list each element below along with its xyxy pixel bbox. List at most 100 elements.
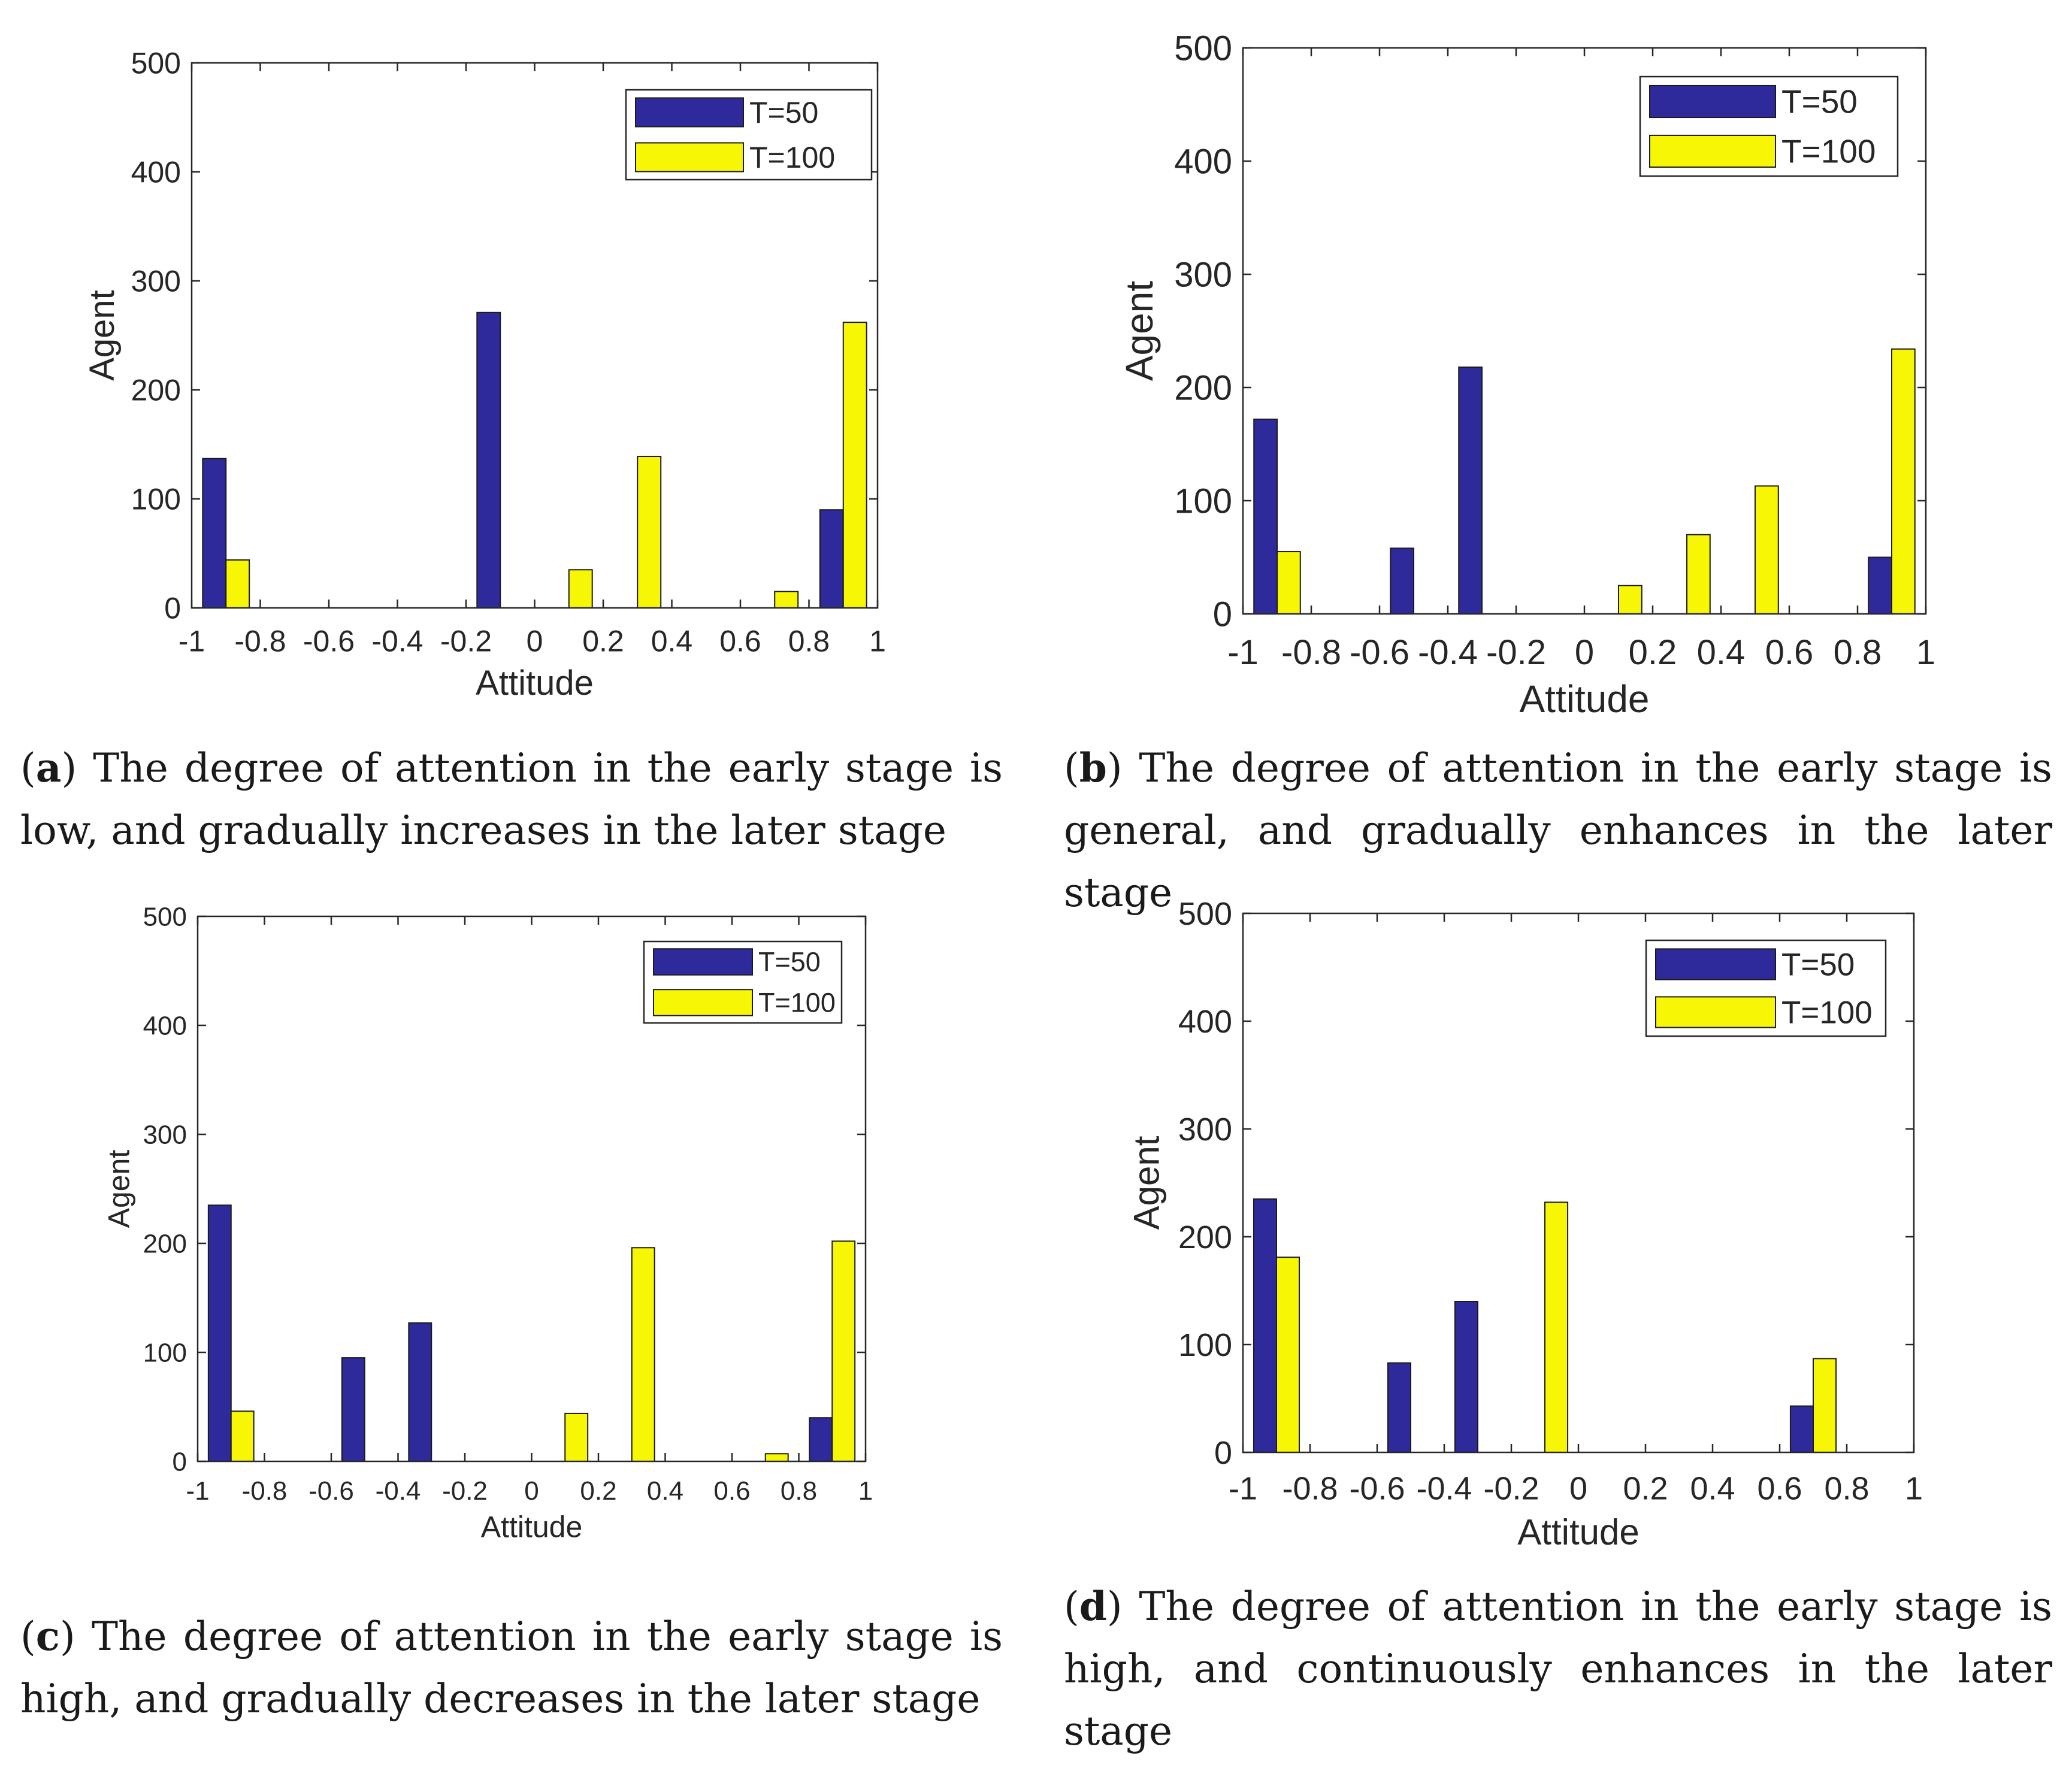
legend-swatch-t100 <box>635 142 744 172</box>
y-tick-label: 500 <box>143 902 187 931</box>
legend-swatch-t100 <box>653 989 753 1016</box>
x-tick-label: -0.4 <box>376 1476 421 1506</box>
x-tick-label: -0.2 <box>1486 633 1546 672</box>
legend-label-t50: T=50 <box>758 947 821 977</box>
caption-c-text: The degree of attention in the early sta… <box>20 1613 1003 1722</box>
x-axis-label: Attitude <box>481 1510 583 1543</box>
x-tick-label: 0 <box>527 625 543 658</box>
x-tick-label: 0 <box>1569 1470 1587 1506</box>
x-axis-label: Attitude <box>1517 1512 1639 1552</box>
legend-label-t100: T=100 <box>749 141 835 174</box>
x-tick-label: -0.8 <box>242 1476 288 1506</box>
x-tick-label: -0.4 <box>371 625 423 658</box>
y-tick-label: 0 <box>1214 1435 1232 1471</box>
y-tick-label: 500 <box>131 47 181 80</box>
bar-t100-5 <box>564 1412 589 1462</box>
legend-label-t50: T=50 <box>1781 83 1858 120</box>
bar-t100-7 <box>1755 485 1779 614</box>
x-tick-label: 0.4 <box>647 1476 683 1506</box>
y-tick-label: 100 <box>1174 482 1232 520</box>
bar-t100-5 <box>568 569 593 609</box>
x-tick-label: 0.4 <box>1697 633 1746 672</box>
bar-t50-8 <box>1789 1405 1814 1454</box>
y-tick-label: 300 <box>1178 1112 1232 1148</box>
y-tick-label: 400 <box>131 156 181 189</box>
x-tick-label: 0.2 <box>1623 1470 1668 1506</box>
bar-t50-3 <box>1458 366 1483 614</box>
bar-t100-6 <box>631 1247 655 1463</box>
y-tick-label: 0 <box>164 592 181 625</box>
bar-t100-8 <box>1813 1358 1837 1453</box>
x-tick-label: -0.2 <box>1483 1470 1539 1506</box>
x-tick-label: 0.6 <box>713 1476 750 1506</box>
y-tick-label: 500 <box>1178 896 1232 932</box>
y-axis-label: Agent <box>1118 281 1161 381</box>
bar-t50-2 <box>1387 1362 1411 1454</box>
bar-t100-9 <box>842 322 867 609</box>
caption-a-label: a <box>35 744 62 791</box>
y-tick-label: 500 <box>1174 29 1232 68</box>
x-tick-label: -0.4 <box>1416 1470 1472 1506</box>
bar-t50-0 <box>202 458 227 609</box>
x-tick-label: -0.8 <box>1282 1470 1338 1506</box>
caption-d: (d) The degree of attention in the early… <box>1064 1583 2052 1754</box>
legend-swatch-t100 <box>1655 996 1776 1028</box>
x-axis-label: Attitude <box>1519 677 1649 720</box>
x-tick-label: 0 <box>524 1476 539 1506</box>
y-tick-label: 400 <box>1178 1004 1232 1040</box>
bar-t100-6 <box>1686 534 1711 615</box>
x-tick-label: -0.6 <box>1350 633 1409 672</box>
x-tick-label: -1 <box>1229 1470 1257 1506</box>
y-tick-label: 100 <box>131 483 181 516</box>
legend-swatch-t50 <box>1655 948 1776 980</box>
legend-label-t100: T=100 <box>758 988 836 1018</box>
x-tick-label: 1 <box>1916 633 1935 672</box>
x-tick-label: 0.8 <box>1834 633 1882 672</box>
x-tick-label: -0.2 <box>442 1476 488 1506</box>
legend-label-t50: T=50 <box>1781 947 1855 982</box>
bar-t50-2 <box>341 1357 365 1463</box>
x-tick-label: -0.8 <box>1281 633 1341 672</box>
legend-label-t100: T=100 <box>1781 995 1873 1030</box>
legend-label-t100: T=100 <box>1781 133 1876 170</box>
caption-b-text: The degree of attention in the early sta… <box>1064 745 2052 916</box>
bar-t50-2 <box>1390 547 1414 615</box>
bar-t100-8 <box>774 591 799 609</box>
caption-d-text: The degree of attention in the early sta… <box>1064 1584 2052 1754</box>
x-tick-label: 0.6 <box>1765 633 1814 672</box>
x-tick-label: 0.6 <box>1757 1470 1802 1506</box>
y-axis-label: Agent <box>83 290 122 381</box>
y-axis-label: Agent <box>102 1150 136 1228</box>
caption-b: (b) The degree of attention in the early… <box>1064 744 2052 916</box>
x-tick-label: 0.4 <box>1690 1470 1735 1506</box>
x-tick-label: 0.2 <box>582 625 624 658</box>
x-tick-label: 0.8 <box>788 625 830 658</box>
caption-c-label: c <box>35 1613 60 1660</box>
legend-swatch-t50 <box>653 948 753 976</box>
x-tick-label: -0.6 <box>1349 1470 1405 1506</box>
y-tick-label: 300 <box>1174 255 1232 294</box>
bar-t100-0 <box>1277 551 1301 614</box>
y-axis-label: Agent <box>1127 1136 1167 1230</box>
x-tick-label: 0.2 <box>1629 633 1677 672</box>
x-tick-label: 0.4 <box>651 625 693 658</box>
y-tick-label: 200 <box>131 374 181 407</box>
caption-a-text: The degree of attention in the early sta… <box>20 745 1003 853</box>
bar-t100-5 <box>1618 585 1643 614</box>
y-tick-label: 100 <box>1178 1327 1232 1363</box>
x-tick-label: -1 <box>179 625 205 658</box>
legend-swatch-t100 <box>1649 134 1776 168</box>
bar-t50-0 <box>1253 1198 1277 1453</box>
y-tick-label: 200 <box>143 1229 187 1258</box>
legend-swatch-t50 <box>1649 84 1776 119</box>
bar-t100-0 <box>230 1410 255 1463</box>
x-tick-label: -0.8 <box>234 625 286 658</box>
bar-t100-0 <box>1276 1257 1300 1453</box>
x-axis-label: Attitude <box>476 664 594 703</box>
y-tick-label: 400 <box>143 1011 187 1040</box>
legend-swatch-t50 <box>635 97 744 128</box>
y-tick-label: 0 <box>173 1447 187 1476</box>
bar-t50-3 <box>1454 1301 1478 1453</box>
